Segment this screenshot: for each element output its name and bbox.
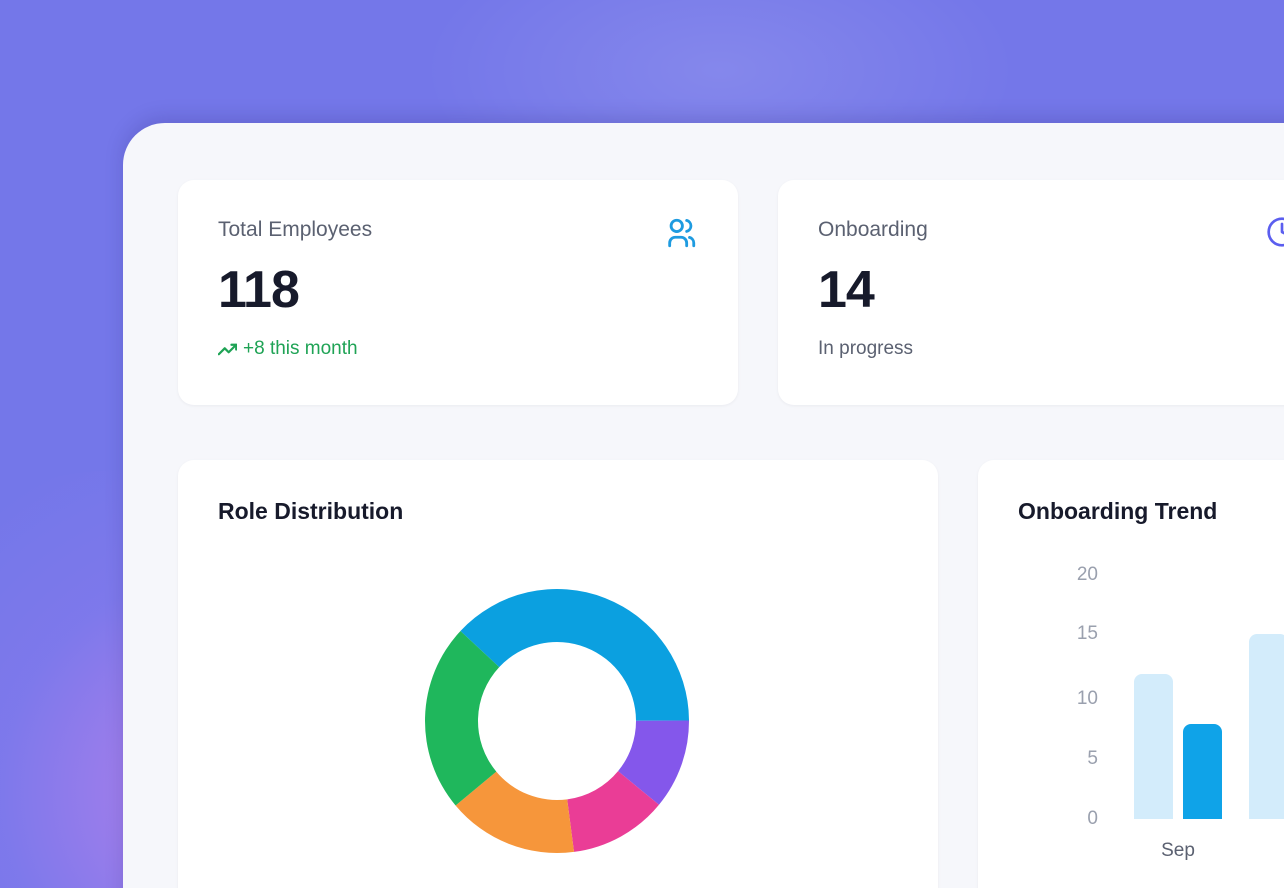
svg-text:15: 15: [1077, 623, 1098, 644]
svg-text:Sep: Sep: [1161, 840, 1195, 861]
svg-text:0: 0: [1087, 808, 1098, 829]
svg-text:5: 5: [1087, 748, 1098, 769]
svg-text:20: 20: [1077, 564, 1098, 585]
svg-text:10: 10: [1077, 688, 1098, 709]
